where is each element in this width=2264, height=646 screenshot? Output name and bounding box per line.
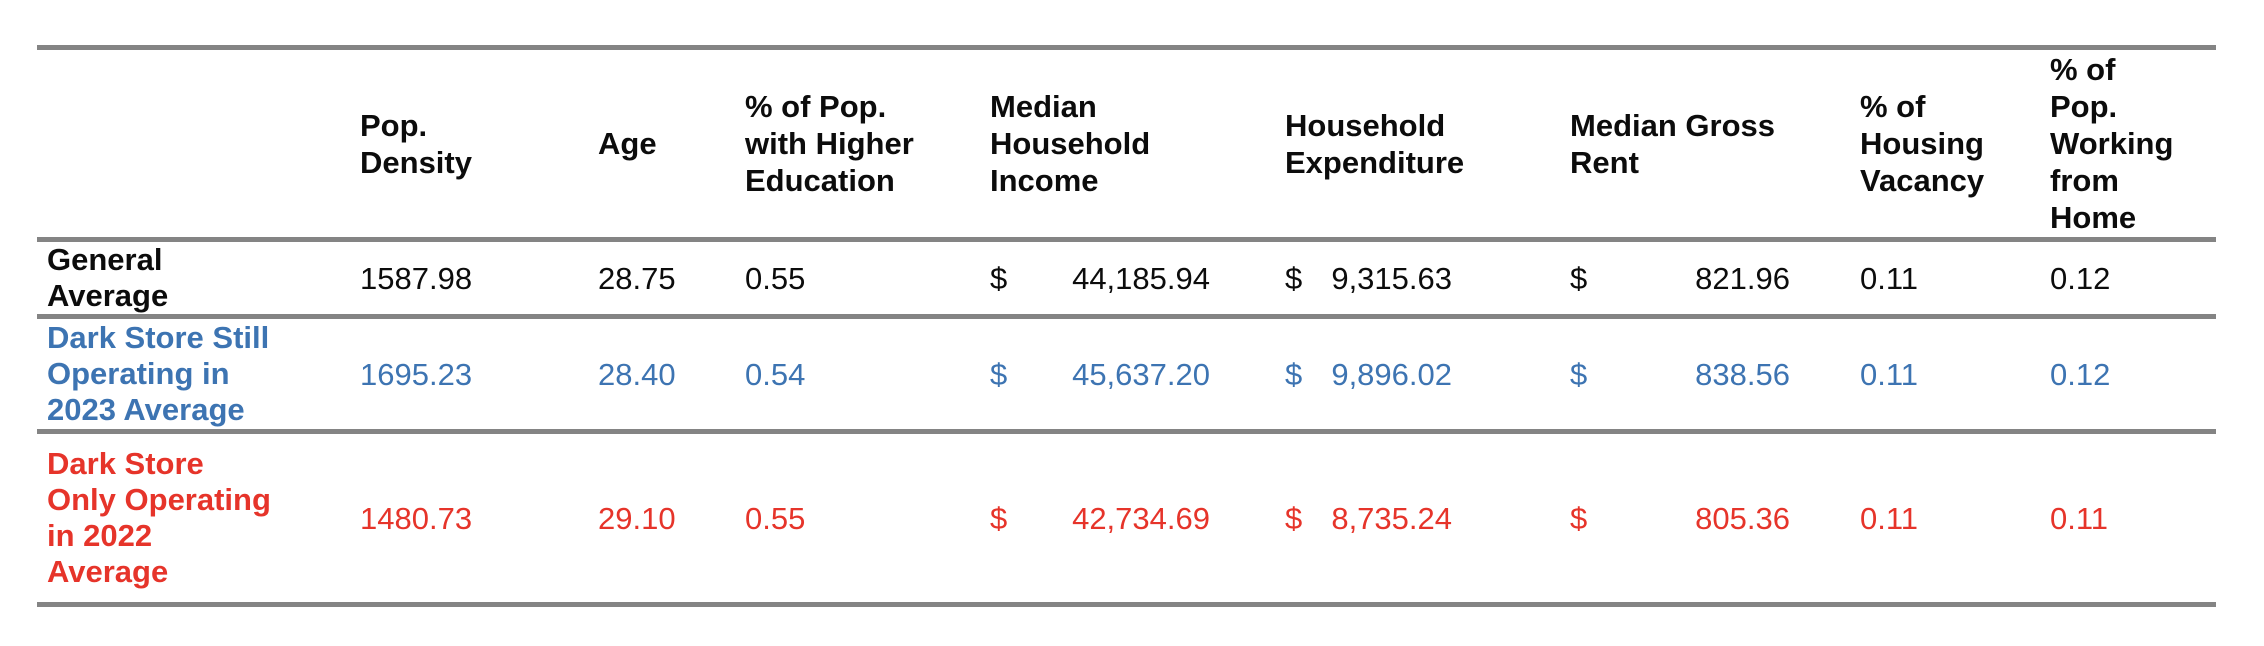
header-empty	[37, 50, 345, 237]
cell-median-gross-rent: $ 805.36	[1475, 434, 1810, 602]
row-label: General Average	[47, 242, 169, 313]
row-label: Dark Store Only Operating in 2022 Averag…	[47, 446, 271, 589]
header-pct-housing-vacancy: % of Housing Vacancy	[1860, 89, 1985, 198]
cell-value: 45,637.20	[1072, 356, 1210, 392]
cell-value: 9,315.63	[1331, 260, 1452, 296]
cell-pop-density: 1480.73	[360, 500, 473, 536]
header-median-gross-rent: Median Gross Rent	[1570, 107, 1775, 180]
currency-symbol: $	[1285, 356, 1303, 392]
cell-age: 29.10	[598, 500, 676, 536]
header-household-expenditure: Household Expenditure	[1285, 107, 1465, 180]
row-label: Dark Store Still Operating in 2023 Avera…	[47, 320, 270, 427]
cell-pct-higher-education: 0.55	[745, 260, 806, 296]
cell-pct-working-from-home: 0.12	[2050, 260, 2111, 296]
currency-symbol: $	[1570, 356, 1588, 392]
cell-value: 44,185.94	[1072, 260, 1210, 296]
cell-pct-housing-vacancy: 0.11	[1860, 500, 1919, 536]
cell-value: 805.36	[1695, 500, 1790, 536]
cell-pop-density: 1587.98	[360, 260, 473, 296]
header-pop-density: Pop. Density	[360, 107, 472, 180]
currency-symbol: $	[1570, 260, 1588, 296]
currency-symbol: $	[990, 260, 1008, 296]
header-median-household-income: Median Household Income	[990, 89, 1151, 198]
cell-pct-higher-education: 0.55	[745, 500, 806, 536]
cell-household-expenditure: $ 9,896.02	[1240, 319, 1475, 429]
currency-symbol: $	[1285, 260, 1303, 296]
cell-value: 8,735.24	[1331, 500, 1452, 536]
dark-store-comparison-table: Pop. Density Age % of Pop. with Higher E…	[37, 45, 2216, 607]
currency-symbol: $	[1570, 500, 1588, 536]
cell-value: 9,896.02	[1331, 356, 1452, 392]
cell-median-household-income: $ 42,734.69	[985, 434, 1240, 602]
cell-value: 838.56	[1695, 356, 1790, 392]
cell-age: 28.75	[598, 260, 676, 296]
cell-pct-housing-vacancy: 0.11	[1860, 260, 1919, 296]
table-row-dark-store-2023: Dark Store Still Operating in 2023 Avera…	[37, 319, 2216, 434]
currency-symbol: $	[990, 356, 1008, 392]
cell-value: 821.96	[1695, 260, 1790, 296]
cell-pct-higher-education: 0.54	[745, 356, 806, 392]
cell-pct-working-from-home: 0.12	[2050, 356, 2111, 392]
cell-pct-housing-vacancy: 0.11	[1860, 356, 1919, 392]
cell-median-household-income: $ 45,637.20	[985, 319, 1240, 429]
currency-symbol: $	[990, 500, 1008, 536]
header-age: Age	[598, 126, 657, 161]
cell-median-gross-rent: $ 838.56	[1475, 319, 1810, 429]
header-pct-working-from-home: % of Pop. Working from Home	[2050, 52, 2174, 235]
cell-median-gross-rent: $ 821.96	[1475, 242, 1810, 314]
cell-value: 42,734.69	[1072, 500, 1210, 536]
cell-median-household-income: $ 44,185.94	[985, 242, 1240, 314]
cell-household-expenditure: $ 9,315.63	[1240, 242, 1475, 314]
cell-pop-density: 1695.23	[360, 356, 473, 392]
header-row: Pop. Density Age % of Pop. with Higher E…	[37, 50, 2216, 242]
cell-household-expenditure: $ 8,735.24	[1240, 434, 1475, 602]
currency-symbol: $	[1285, 500, 1303, 536]
table-row-general-average: General Average 1587.98 28.75 0.55 $ 44,…	[37, 242, 2216, 319]
header-pct-higher-education: % of Pop. with Higher Education	[745, 89, 914, 198]
cell-age: 28.40	[598, 356, 676, 392]
cell-pct-working-from-home: 0.11	[2050, 500, 2109, 536]
table-row-dark-store-2022: Dark Store Only Operating in 2022 Averag…	[37, 434, 2216, 602]
